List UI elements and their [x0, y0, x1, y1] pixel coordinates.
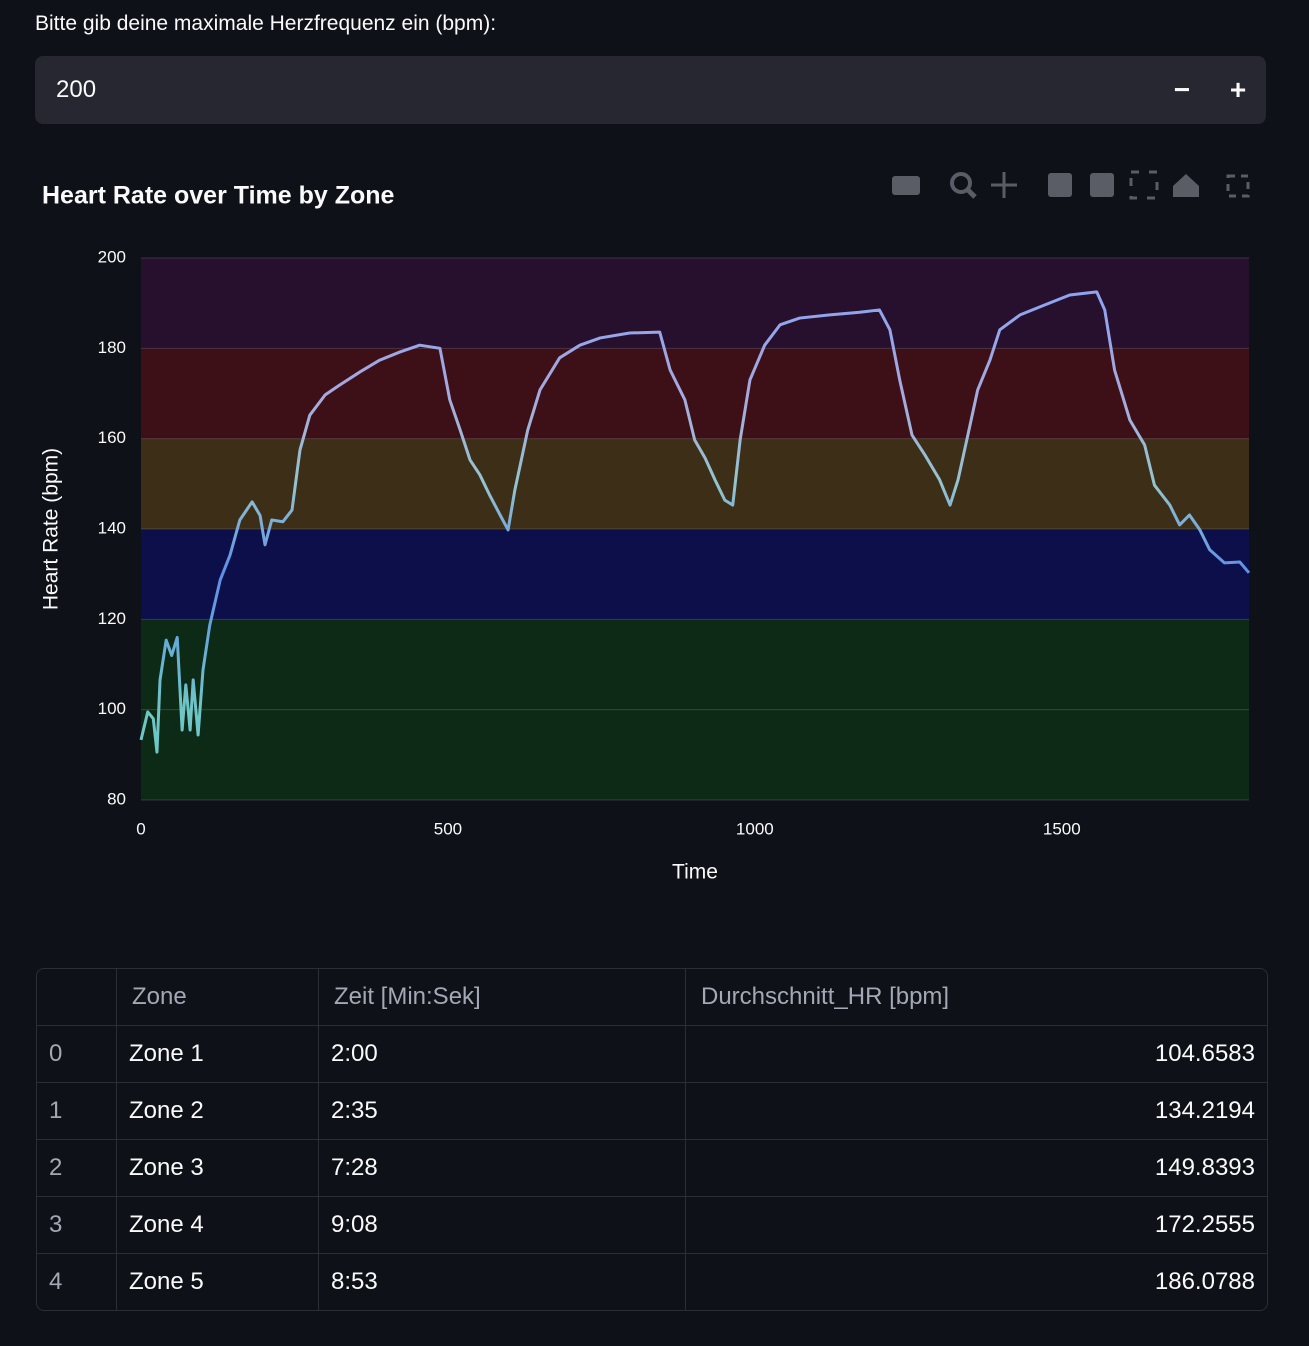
heart-rate-line: [139, 290, 1251, 754]
x-tick-label: 1500: [1043, 819, 1081, 838]
table-row: 3 Zone 4 9:08 172.2555: [37, 1196, 1267, 1254]
table-cell: 2:35: [318, 1082, 686, 1140]
y-tick-label: 100: [98, 699, 126, 718]
y-tick-label: 140: [98, 518, 126, 537]
pan-icon[interactable]: [991, 172, 1017, 198]
index-header: [37, 969, 117, 1026]
table-cell: 2:00: [318, 1025, 686, 1083]
column-header: Durchschnitt_HR [bpm]: [685, 969, 1267, 1026]
x-tick-label: 0: [136, 819, 145, 838]
table-row: 1 Zone 2 2:35 134.2194: [37, 1082, 1267, 1140]
fullscreen-icon[interactable]: [1226, 174, 1250, 198]
y-tick-label: 180: [98, 338, 126, 357]
autoscale-icon[interactable]: [1129, 170, 1159, 200]
y-tick-label: 200: [98, 247, 126, 266]
input-label: Bitte gib deine maximale Herzfrequenz ei…: [35, 12, 497, 35]
input-value[interactable]: 200: [56, 76, 97, 103]
camera-icon[interactable]: [892, 176, 920, 195]
increment-button[interactable]: +: [1229, 74, 1247, 105]
row-index: 2: [37, 1139, 117, 1197]
y-tick-label: 160: [98, 428, 126, 447]
zone-band: [141, 619, 1249, 800]
row-index: 0: [37, 1025, 117, 1083]
table-cell: Zone 1: [116, 1025, 319, 1083]
modebar: [892, 170, 1250, 200]
data-table: Zone Zeit [Min:Sek] Durchschnitt_HR [bpm] 0…: [36, 968, 1268, 1311]
zoom-handle: [965, 187, 977, 199]
column-header: Zone: [116, 969, 319, 1026]
table-cell: 8:53: [318, 1253, 686, 1310]
table-row: 2 Zone 3 7:28 149.8393: [37, 1139, 1267, 1197]
chart-title: Heart Rate over Time by Zone: [42, 182, 395, 210]
table-cell: 7:28: [318, 1139, 686, 1197]
table-cell: 104.6583: [685, 1025, 1267, 1083]
number-input[interactable]: 200 − +: [35, 56, 1266, 124]
table-cell: 172.2555: [685, 1196, 1267, 1254]
table-cell: Zone 4: [116, 1196, 319, 1254]
table-cell: 134.2194: [685, 1082, 1267, 1140]
table-cell: 186.0788: [1154, 1268, 1255, 1295]
row-index: 4: [37, 1253, 117, 1310]
zoom-in-icon[interactable]: [1048, 173, 1072, 197]
table-cell: Zone 3: [116, 1139, 319, 1197]
table: Zone Zeit [Min:Sek] Durchschnitt_HR [bpm] 0…: [37, 969, 1267, 1310]
y-axis-label: Heart Rate (bpm): [40, 448, 63, 610]
table-row: 4 Zone 5 8:53 186.0788: [37, 1253, 1267, 1310]
zone-band: [141, 258, 1249, 349]
decrement-button[interactable]: −: [1173, 74, 1191, 105]
table-row: 0 Zone 1 2:00 104.6583: [37, 1025, 1267, 1083]
row-index: 3: [37, 1196, 117, 1254]
row-index: 1: [37, 1082, 117, 1140]
column-header: Zeit [Min:Sek]: [318, 969, 686, 1026]
zone-band: [141, 529, 1249, 620]
y-tick-label: 120: [98, 609, 126, 628]
table-cell: 149.8393: [685, 1139, 1267, 1197]
table-cell: 9:08: [318, 1196, 686, 1254]
x-tick-label: 1000: [736, 819, 774, 838]
zoom-out-icon[interactable]: [1090, 173, 1114, 197]
chart: Heart Rate over Time by Zone Time Heart …: [40, 170, 1251, 884]
home-icon[interactable]: [1173, 174, 1199, 197]
zone-band: [141, 438, 1249, 529]
zoom-icon[interactable]: [950, 172, 972, 194]
table-cell: Zone 2: [116, 1082, 319, 1140]
x-axis-label: Time: [672, 861, 718, 884]
table-cell: Zone 5: [116, 1253, 319, 1310]
x-tick-label: 500: [434, 819, 462, 838]
y-tick-label: 80: [107, 789, 126, 808]
